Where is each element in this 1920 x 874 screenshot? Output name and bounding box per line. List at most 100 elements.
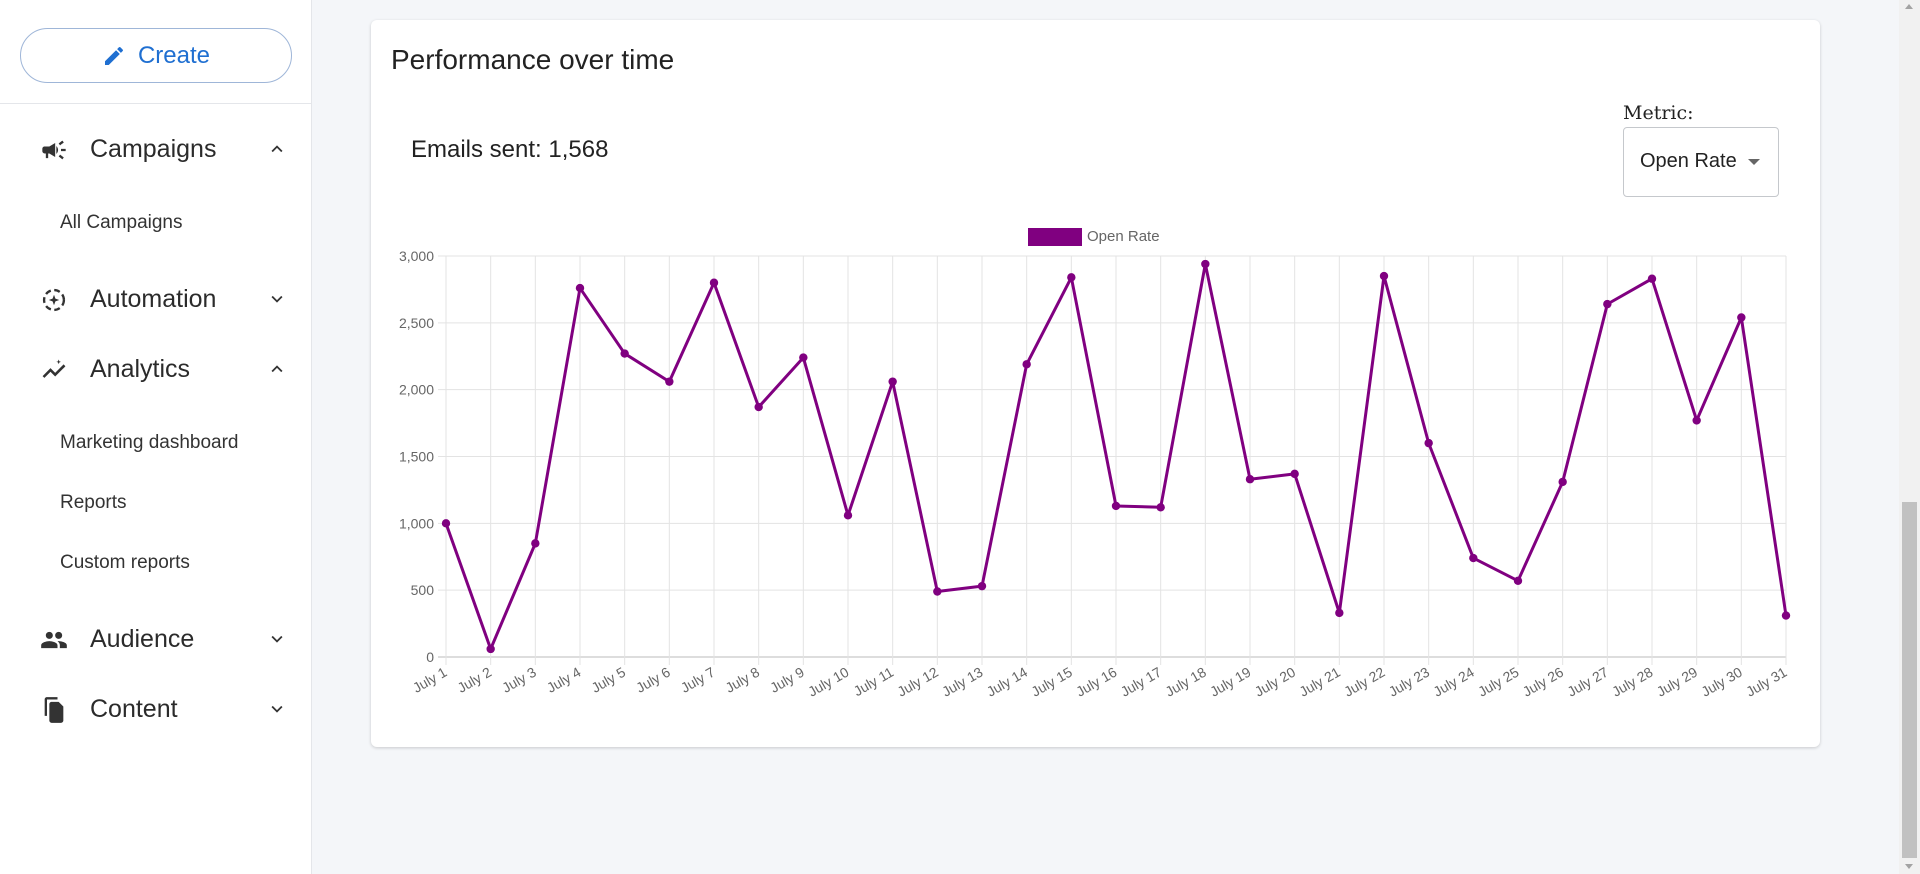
nav-section-audience[interactable]: Audience: [0, 616, 311, 662]
data-point: [1290, 469, 1299, 479]
data-point: [1245, 475, 1255, 484]
y-tick-label: 2,500: [399, 315, 434, 331]
data-point: [1647, 274, 1657, 283]
x-tick-label: July 11: [851, 664, 897, 700]
data-point: [1111, 501, 1121, 511]
y-tick-label: 3,000: [399, 248, 434, 264]
chevron-up-icon: [271, 365, 283, 373]
data-point: [575, 283, 585, 293]
data-point: [620, 349, 629, 358]
data-point: [1469, 553, 1478, 563]
x-tick-label: July 18: [1162, 664, 1209, 700]
analytics-icon: [42, 359, 66, 378]
y-tick-label: 500: [411, 582, 435, 598]
people-icon: [41, 631, 67, 649]
nav-section-automation[interactable]: Automation: [0, 276, 311, 322]
data-point: [441, 519, 451, 528]
legend-swatch: [1028, 228, 1082, 246]
x-tick-label: July 21: [1296, 664, 1343, 700]
x-tick-label: July 7: [678, 664, 718, 696]
data-point: [486, 644, 495, 654]
y-tick-label: 1,500: [399, 449, 434, 465]
x-tick-label: July 14: [984, 664, 1031, 700]
chevron-down-icon: [271, 295, 283, 303]
data-point: [1781, 611, 1791, 620]
data-point: [843, 511, 853, 520]
y-tick-label: 0: [426, 649, 434, 665]
x-tick-label: July 25: [1475, 664, 1522, 700]
data-point: [1201, 259, 1210, 269]
x-tick-label: July 2: [454, 664, 494, 696]
data-point: [1335, 608, 1344, 618]
data-point: [1558, 477, 1567, 487]
x-tick-label: July 9: [767, 664, 807, 696]
dropdown-caret-icon: [1748, 159, 1760, 165]
x-tick-label: July 4: [544, 664, 584, 696]
x-tick-label: July 16: [1073, 664, 1120, 700]
data-point: [1737, 313, 1746, 322]
data-point: [1379, 271, 1389, 281]
data-point: [977, 581, 987, 591]
x-tick-label: July 8: [722, 664, 762, 696]
nav-section-label: Automation: [90, 284, 217, 313]
data-point: [665, 377, 674, 386]
data-point: [754, 402, 763, 412]
data-point: [1603, 299, 1612, 309]
metric-select[interactable]: Open Rate: [1623, 127, 1779, 197]
data-point: [1022, 360, 1031, 369]
x-tick-label: July 3: [499, 664, 539, 696]
y-tick-label: 2,000: [399, 382, 434, 398]
card-title: Performance over time: [391, 44, 675, 75]
legend-label: Open Rate: [1087, 228, 1160, 245]
x-tick-label: July 5: [588, 664, 628, 696]
create-button[interactable]: Create: [20, 28, 292, 83]
x-tick-label: July 27: [1564, 664, 1611, 700]
x-tick-label: July 29: [1654, 664, 1701, 700]
scroll-up-arrow-icon[interactable]: [1905, 4, 1913, 9]
sidebar-item-custom-reports[interactable]: Custom reports: [60, 552, 190, 573]
nav-section-label: Audience: [90, 624, 195, 653]
scrollbar[interactable]: [1899, 0, 1920, 874]
data-point: [799, 353, 808, 362]
sidebar: Create Campaigns All Campaigns Automatio…: [0, 0, 312, 874]
sidebar-item-marketing-dashboard[interactable]: Marketing dashboard: [60, 432, 239, 453]
x-tick-label: July 15: [1028, 664, 1075, 700]
data-point: [1513, 576, 1523, 586]
scroll-down-arrow-icon[interactable]: [1905, 864, 1913, 869]
x-tick-label: July 28: [1609, 664, 1656, 700]
performance-card: Performance over time Emails sent: 1,568…: [371, 20, 1820, 747]
content-icon: [44, 697, 64, 723]
nav-section-analytics[interactable]: Analytics: [0, 346, 311, 392]
x-tick-label: July 31: [1743, 664, 1790, 700]
nav-section-label: Campaigns: [90, 134, 217, 163]
x-tick-label: July 24: [1430, 664, 1477, 700]
emails-sent-stat: Emails sent: 1,568: [411, 136, 609, 163]
nav-section-content[interactable]: Content: [0, 686, 311, 732]
metric-select-value: Open Rate: [1640, 150, 1737, 172]
x-tick-label: July 19: [1207, 664, 1254, 700]
sidebar-item-all-campaigns[interactable]: All Campaigns: [60, 212, 183, 233]
sidebar-item-reports[interactable]: Reports: [60, 492, 127, 513]
create-button-label: Create: [137, 41, 211, 69]
nav-section-campaigns[interactable]: Campaigns: [0, 126, 311, 172]
data-point: [531, 539, 540, 548]
x-tick-label: July 13: [939, 664, 986, 700]
data-point: [933, 587, 942, 596]
metric-label: Metric:: [1623, 102, 1694, 124]
x-tick-label: July 6: [633, 664, 673, 696]
x-tick-label: July 30: [1698, 664, 1745, 700]
x-tick-label: July 26: [1520, 664, 1567, 700]
data-point: [1424, 438, 1433, 448]
y-tick-label: 1,000: [399, 515, 434, 531]
sidebar-divider: [0, 103, 311, 104]
x-tick-label: July 20: [1252, 664, 1299, 700]
automation-icon: [42, 288, 66, 312]
x-tick-label: July 17: [1118, 664, 1165, 700]
scroll-thumb[interactable]: [1902, 502, 1917, 858]
x-tick-label: July 12: [894, 664, 941, 700]
nav-section-label: Content: [90, 694, 178, 723]
x-tick-label: July 1: [410, 664, 450, 696]
data-point: [1156, 503, 1165, 512]
pencil-icon: [104, 46, 123, 65]
